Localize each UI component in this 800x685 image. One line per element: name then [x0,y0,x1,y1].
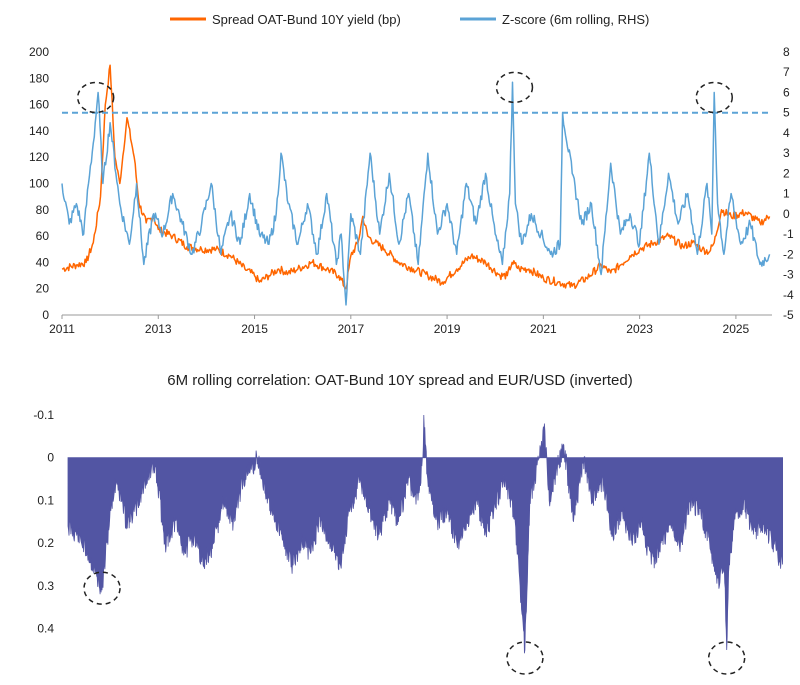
y-right-tick-label: -2 [783,247,794,261]
legend-label-spread: Spread OAT-Bund 10Y yield (bp) [212,12,401,27]
y-left-tick-label: 40 [36,255,50,269]
x-tick-label: 2019 [434,322,461,336]
y-left-tick-label: 140 [29,124,49,138]
x-tick-label: 2013 [145,322,172,336]
x-tick-label: 2025 [723,322,750,336]
x-tick-label: 2021 [530,322,557,336]
y-left-tick-label: 80 [36,203,50,217]
chart-2-y-tick-label: 0.4 [37,622,54,636]
series-line-zscore [61,81,771,306]
y-right-tick-label: 6 [783,85,790,99]
y-right-tick-label: 7 [783,65,790,79]
y-right-tick-label: 3 [783,146,790,160]
y-right-tick-label: -5 [783,308,794,322]
x-tick-label: 2017 [337,322,364,336]
chart-2-title: 6M rolling correlation: OAT-Bund 10Y spr… [167,372,633,389]
highlight-circle [707,641,746,675]
y-right-tick-label: -1 [783,227,794,241]
y-left-tick-label: 160 [29,98,49,112]
y-left-tick-label: 20 [36,282,50,296]
legend-label-zscore: Z-score (6m rolling, RHS) [502,12,649,27]
x-axis-ticks: 2011 2013 2015 2017 2019 2021 2023 2025 [49,315,750,336]
y-right-tick-label: 2 [783,166,790,180]
y-right-tick-label: -4 [783,288,794,302]
chart-2-annotations [83,571,746,675]
legend: Spread OAT-Bund 10Y yield (bp) Z-score (… [170,12,649,27]
chart-2-y-tick-label: 0.1 [37,493,54,507]
chart-1-spread-zscore: 0 20 40 60 80 100 120 140 160 180 200 -5 -4 -3 -2 -1 0 1… [29,45,794,336]
chart-2-y-tick-label: 0 [47,451,54,465]
highlight-circle [76,81,115,114]
y-right-tick-label: 4 [783,126,790,140]
y-right-tick-label: 1 [783,187,790,201]
chart-2-y-tick-label: -0.1 [33,408,54,422]
highlight-circle [495,71,534,104]
y-right-tick-label: -3 [783,268,794,282]
x-tick-label: 2023 [626,322,653,336]
chart-2-y-tick-label: 0.3 [37,579,54,593]
y-right-tick-label: 8 [783,45,790,59]
y-left-tick-label: 100 [29,177,49,191]
series-area-correlation [67,414,783,654]
chart-2-correlation: 6M rolling correlation: OAT-Bund 10Y spr… [33,372,783,675]
highlight-circle [506,641,544,675]
y-left-tick-label: 60 [36,229,50,243]
y-axis-right-ticks: -5 -4 -3 -2 -1 0 1 2 3 4 5 6 7 8 [783,45,794,322]
chart-2-y-tick-label: 0.2 [37,536,54,550]
chart-2-y-axis-ticks: -0.1 0 0.1 0.2 0.3 0.4 [33,408,54,636]
series-line-spread [61,64,771,290]
chart-1-series [61,64,771,306]
y-left-tick-label: 180 [29,71,49,85]
y-left-tick-label: 0 [42,308,49,322]
y-right-tick-label: 0 [783,207,790,221]
x-tick-label: 2011 [49,322,75,336]
y-left-tick-label: 200 [29,45,49,59]
y-left-tick-label: 120 [29,150,49,164]
x-tick-label: 2015 [241,322,268,336]
chart-2-series [67,414,783,654]
highlight-circle [695,81,733,114]
chart-1-annotations [62,71,772,114]
y-axis-left-ticks: 0 20 40 60 80 100 120 140 160 180 200 [29,45,49,322]
y-right-tick-label: 5 [783,106,790,120]
highlight-circle [83,571,121,605]
